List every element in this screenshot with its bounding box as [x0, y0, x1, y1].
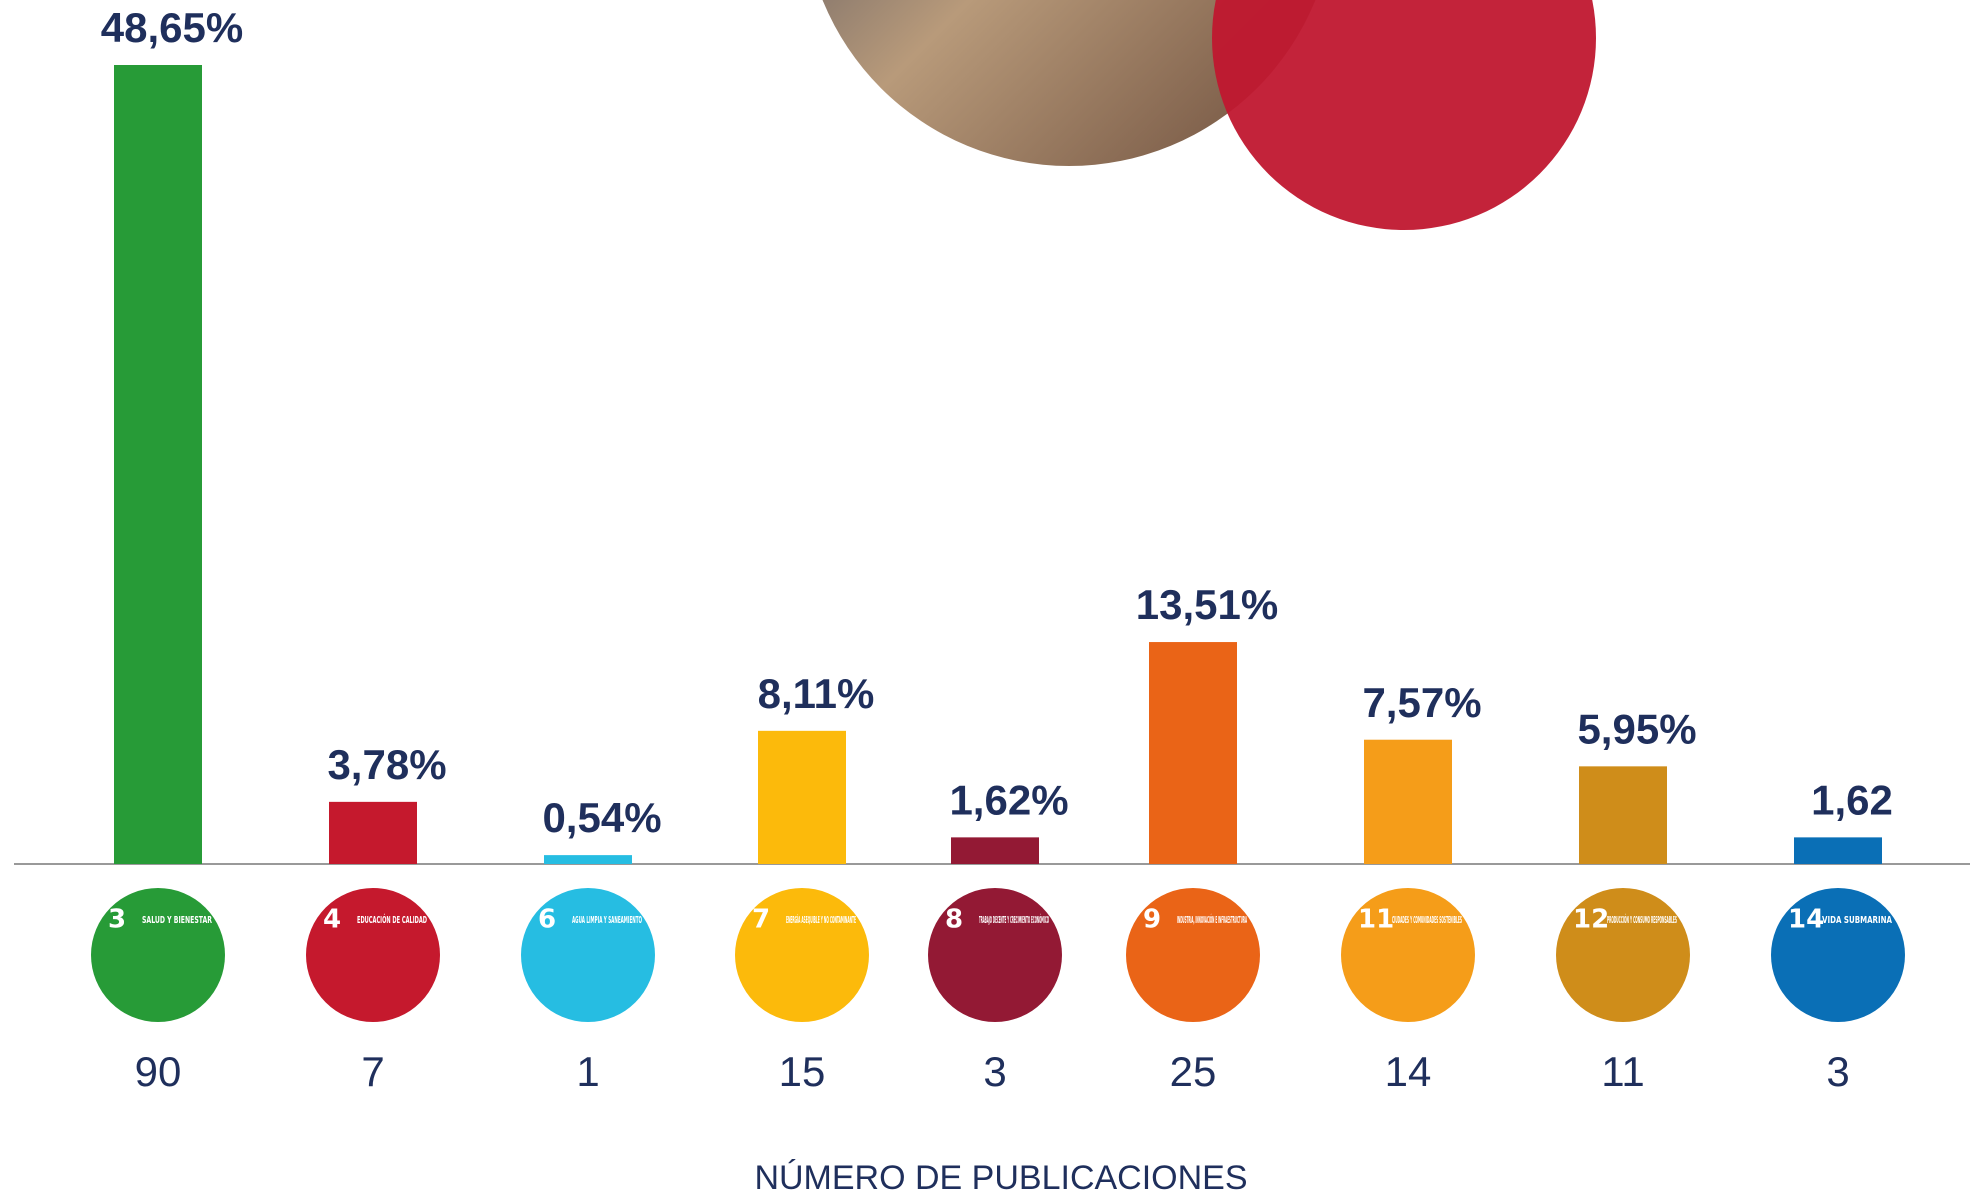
photo-circle: [822, 0, 1316, 166]
goal-number: 3: [108, 905, 126, 935]
count-label: 3: [983, 1048, 1006, 1095]
count-label: 14: [1385, 1048, 1432, 1095]
sdg-icon: [1771, 888, 1905, 1022]
bar: [1579, 766, 1667, 864]
percentage-label: 7,57%: [1362, 679, 1481, 726]
bar: [329, 801, 417, 864]
bar: [951, 837, 1039, 864]
sdg-icon: [91, 888, 225, 1022]
bar: [1149, 642, 1237, 864]
goal-name: CIUDADES Y COMUNIDADES SOSTENIBLES: [1392, 915, 1462, 926]
count-label: 1: [576, 1048, 599, 1095]
percentage-label: 3,78%: [327, 741, 446, 788]
bar: [758, 730, 846, 864]
percentage-label: 0,54%: [542, 794, 661, 841]
sdg-icon: [735, 888, 869, 1022]
red-circle: [1212, 0, 1596, 230]
count-label: 7: [361, 1048, 384, 1095]
goal-name: ENERGÍA ASEQUIBLE Y NO CONTAMINANTE: [786, 913, 856, 926]
percentage-label: 5,95%: [1577, 705, 1696, 752]
percentage-label: 1,62%: [949, 776, 1068, 823]
count-label: 11: [1601, 1048, 1645, 1095]
goal-number: 8: [945, 905, 963, 935]
percentage-label: 8,11%: [758, 670, 875, 717]
goal-name: VIDA SUBMARINA: [1822, 915, 1892, 926]
goal-name: SALUD Y BIENESTAR: [142, 915, 212, 926]
goal-number: 4: [323, 905, 341, 935]
percentage-label: 48,65%: [101, 4, 243, 51]
sdg-icon: [1341, 888, 1475, 1022]
goal-name: AGUA LIMPIA Y SANEAMIENTO: [572, 915, 642, 926]
sdg-icon: [306, 888, 440, 1022]
percentage-label: 1,62: [1811, 776, 1893, 823]
count-label: 25: [1170, 1048, 1217, 1095]
goal-name: PRODUCCIÓN Y CONSUMO RESPONSABLES: [1607, 913, 1677, 926]
goal-number: 11: [1358, 905, 1394, 935]
x-axis-label: NÚMERO DE PUBLICACIONES: [754, 1159, 1247, 1197]
sdg-icon: [928, 888, 1062, 1022]
bar: [1794, 837, 1882, 864]
goal-name: EDUCACIÓN DE CALIDAD: [357, 913, 427, 926]
sdg-icon: [1556, 888, 1690, 1022]
goal-number: 12: [1573, 905, 1609, 935]
goal-number: 14: [1788, 905, 1824, 935]
count-label: 3: [1826, 1048, 1849, 1095]
goal-number: 6: [538, 905, 556, 935]
count-label: 90: [135, 1048, 182, 1095]
goal-name: INDUSTRIA, INNOVACIÓN E INFRAESTRUCTURA: [1177, 913, 1247, 926]
goal-number: 9: [1143, 905, 1161, 935]
percentage-label: 13,51%: [1136, 581, 1278, 628]
count-label: 15: [779, 1048, 826, 1095]
bar: [114, 65, 202, 864]
goal-name: TRABAJO DECENTE Y CRECIMIENTO ECONÓMICO: [979, 913, 1049, 926]
bar: [1364, 739, 1452, 864]
sdg-icon: [521, 888, 655, 1022]
goal-number: 7: [752, 905, 770, 935]
bar: [544, 855, 632, 864]
sdg-icon: [1126, 888, 1260, 1022]
